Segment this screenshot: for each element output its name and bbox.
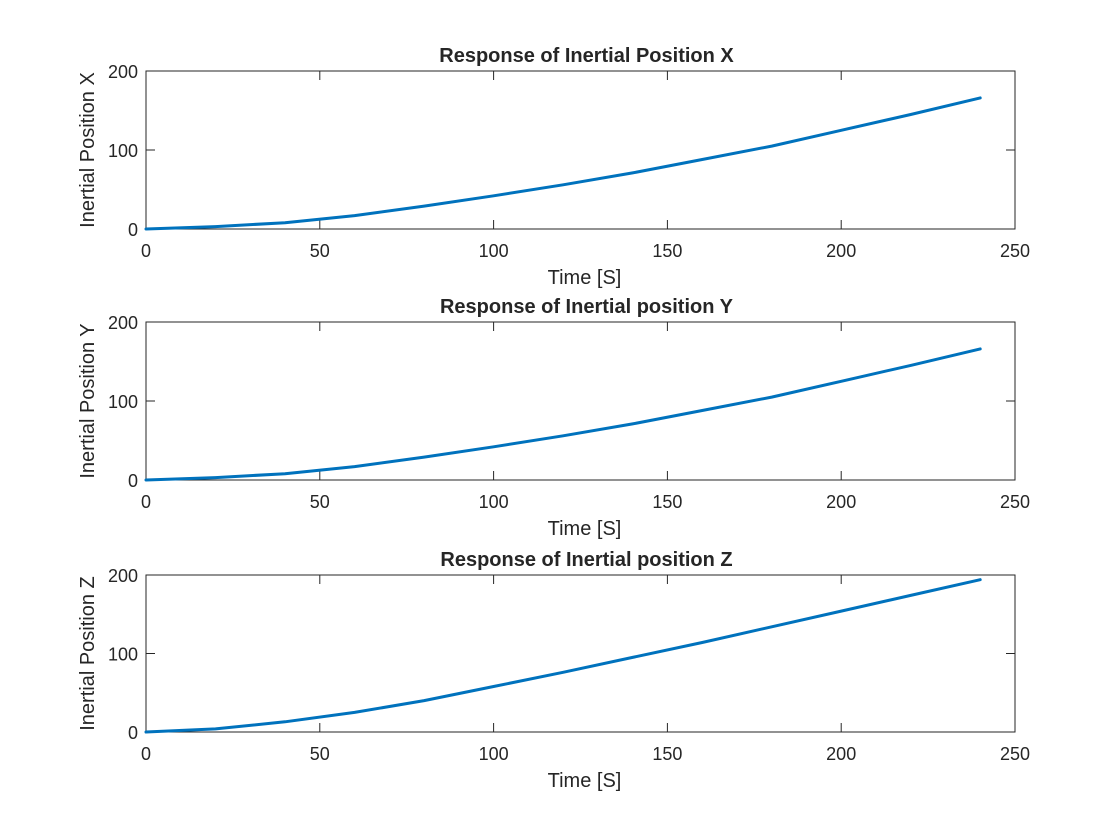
y-tick-label: 0 (128, 471, 138, 491)
y-tick-label: 200 (108, 62, 138, 82)
x-tick-label: 50 (310, 492, 330, 512)
axes-box (145, 70, 1016, 230)
x-tick-label: 150 (652, 241, 682, 261)
x-tick-label: 250 (1000, 241, 1030, 261)
x-tick-label: 100 (479, 241, 509, 261)
y-tick-label: 200 (108, 566, 138, 586)
x-tick-label: 0 (141, 241, 151, 261)
y-tick-label: 200 (108, 313, 138, 333)
x-tick-label: 150 (652, 744, 682, 764)
x-tick-label: 250 (1000, 492, 1030, 512)
x-tick-label: 250 (1000, 744, 1030, 764)
series-line (144, 347, 982, 482)
series-line (144, 96, 982, 231)
y-tick-label: 0 (128, 220, 138, 240)
x-tick-label: 200 (826, 492, 856, 512)
y-axis-label: Inertial Position X (77, 72, 99, 228)
subplot-position-y: Response of Inertial position Y Time [S]… (77, 296, 1030, 540)
x-tick-label: 150 (652, 492, 682, 512)
subplot-position-x: Response of Inertial Position X Time [S]… (77, 45, 1030, 289)
x-tick-label: 200 (826, 241, 856, 261)
x-tick-label: 100 (479, 492, 509, 512)
x-tick-label: 0 (141, 744, 151, 764)
x-tick-label: 100 (479, 744, 509, 764)
y-tick-label: 0 (128, 723, 138, 743)
y-tick-label: 100 (108, 645, 138, 665)
x-tick-label: 50 (310, 241, 330, 261)
chart-title: Response of Inertial position Z (440, 549, 732, 571)
x-tick-label: 50 (310, 744, 330, 764)
y-axis-label: Inertial Position Z (77, 576, 99, 731)
y-tick-label: 100 (108, 141, 138, 161)
series-line (144, 578, 982, 734)
chart-title: Response of Inertial Position X (439, 45, 734, 67)
x-tick-label: 0 (141, 492, 151, 512)
axes-box (145, 574, 1016, 733)
axes-box (145, 321, 1016, 481)
x-tick-label: 200 (826, 744, 856, 764)
y-axis-label: Inertial Position Y (77, 323, 99, 478)
subplot-position-z: Response of Inertial position Z Time [S]… (77, 549, 1030, 792)
x-axis-label: Time [S] (548, 770, 622, 792)
y-tick-label: 100 (108, 392, 138, 412)
x-axis-label: Time [S] (548, 518, 622, 540)
x-axis-label: Time [S] (548, 267, 622, 289)
chart-title: Response of Inertial position Y (440, 296, 734, 318)
